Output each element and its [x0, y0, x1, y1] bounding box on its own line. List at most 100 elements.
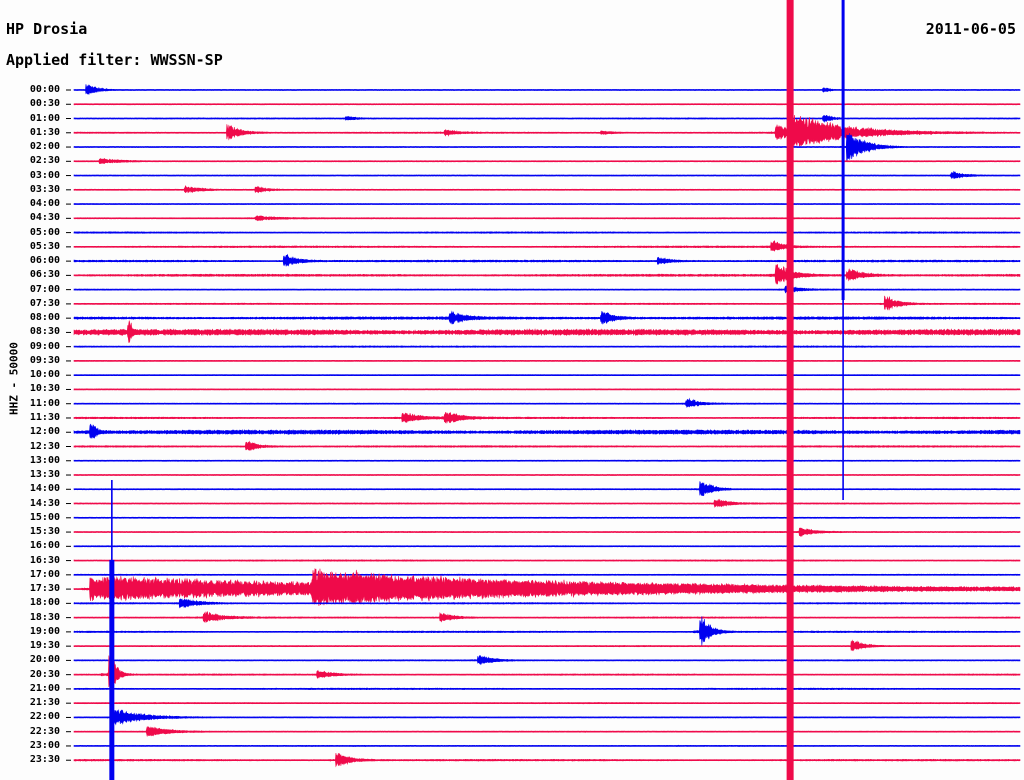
- trace-row: [73, 459, 1021, 462]
- time-label: 00:00: [29, 84, 60, 95]
- trace-row: [73, 440, 1021, 451]
- trace-row: [73, 559, 1021, 562]
- time-label: 15:30: [29, 526, 60, 538]
- trace-row: [73, 744, 1021, 747]
- trace-row: [73, 133, 1021, 162]
- time-label: 16:30: [29, 554, 60, 566]
- trace-row: [73, 753, 1021, 768]
- trace-row: [73, 111, 1021, 150]
- trace-row: [73, 320, 1021, 343]
- applied-filter-label: Applied filter: WWSSN-SP: [6, 51, 223, 69]
- trace-row: [73, 573, 1021, 576]
- time-label: 11:00: [29, 397, 60, 409]
- time-label: 17:30: [29, 583, 60, 595]
- time-label: 06:00: [29, 255, 60, 267]
- time-label: 07:30: [29, 297, 60, 309]
- trace-row: [73, 388, 1021, 391]
- time-label: 01:00: [29, 112, 60, 124]
- time-axis-labels: 00:00 00:30 01:00 01:30 02:00 02:30 03:00 03:30…: [0, 0, 72, 780]
- trace-row: [73, 397, 1021, 408]
- time-label: 19:30: [29, 640, 60, 652]
- blue-saturation-tail-2: [111, 480, 113, 570]
- trace-row: [73, 474, 1021, 476]
- trace-row: [73, 215, 1021, 222]
- time-label: 12:00: [29, 426, 60, 438]
- trace-row: [73, 157, 1021, 164]
- trace-row: [73, 481, 1021, 497]
- trace-row: [73, 253, 1021, 267]
- blue-saturation-line: [841, 0, 845, 300]
- trace-row: [73, 374, 1021, 377]
- trace-row: [73, 231, 1021, 234]
- trace-row: [73, 345, 1021, 348]
- trace-row: [73, 284, 1021, 294]
- trace-row: [73, 616, 1021, 646]
- time-label: 20:30: [29, 668, 60, 680]
- trace-row: [73, 423, 1021, 439]
- trace-row: [73, 516, 1021, 519]
- time-label: 01:30: [29, 126, 60, 138]
- trace-row: [73, 598, 1021, 609]
- time-label: 18:00: [29, 597, 60, 609]
- trace-row: [73, 240, 1021, 252]
- trace-row: [73, 709, 1021, 726]
- time-label: 06:30: [29, 269, 60, 281]
- time-label: 20:00: [29, 654, 60, 666]
- time-label: 10:00: [29, 369, 60, 381]
- vertical-clip-markers: [109, 0, 845, 780]
- time-label: 16:00: [29, 540, 60, 552]
- trace-row: [73, 611, 1021, 623]
- trace-row: [73, 359, 1021, 362]
- trace-row: [73, 639, 1021, 652]
- trace-row: [73, 103, 1021, 106]
- trace-row: [73, 567, 1021, 606]
- blue-saturation-tail: [842, 300, 844, 500]
- trace-row: [73, 527, 1021, 537]
- trace-row: [73, 655, 1021, 694]
- time-label: 22:30: [29, 725, 60, 737]
- time-label: 02:30: [29, 155, 60, 167]
- trace-row: [73, 115, 1021, 123]
- time-label: 09:30: [29, 354, 60, 366]
- time-label: 13:30: [29, 469, 60, 481]
- time-label: 00:30: [29, 98, 60, 110]
- time-label: 23:00: [29, 739, 60, 751]
- time-label: 14:00: [29, 483, 60, 495]
- trace-row: [73, 725, 1021, 737]
- time-label: 18:30: [29, 611, 60, 623]
- time-label: 08:30: [29, 326, 60, 338]
- time-label: 21:30: [29, 697, 60, 709]
- time-label: 14:30: [29, 497, 60, 509]
- time-label: 12:30: [29, 440, 60, 452]
- trace-row: [73, 264, 1021, 285]
- time-label: 08:00: [29, 312, 60, 324]
- time-label: 13:00: [29, 454, 60, 466]
- time-label: 23:30: [29, 754, 60, 766]
- time-label: 17:00: [29, 568, 60, 580]
- trace-row: [73, 702, 1021, 705]
- station-title: HP Drosia: [6, 20, 88, 38]
- time-label: 05:00: [29, 226, 60, 238]
- trace-row: [73, 203, 1021, 205]
- trace-row: [73, 310, 1021, 325]
- time-label: 04:30: [29, 212, 60, 224]
- record-date-label: 2011-06-05: [925, 20, 1016, 38]
- time-label: 03:00: [29, 169, 60, 181]
- time-label: 21:00: [29, 682, 60, 694]
- time-label: 15:00: [29, 511, 60, 523]
- time-label: 11:30: [29, 411, 60, 423]
- time-label: 04:00: [29, 198, 60, 210]
- time-label: 09:00: [29, 340, 60, 352]
- trace-row: [73, 655, 1021, 666]
- trace-row: [73, 185, 1021, 194]
- blue-saturation-line-2: [109, 560, 115, 780]
- red-saturation-line: [786, 0, 794, 780]
- time-label: 05:30: [29, 240, 60, 252]
- time-label: 22:00: [29, 711, 60, 723]
- trace-row: [73, 84, 1021, 96]
- time-label: 03:30: [29, 183, 60, 195]
- time-label: 10:30: [29, 383, 60, 395]
